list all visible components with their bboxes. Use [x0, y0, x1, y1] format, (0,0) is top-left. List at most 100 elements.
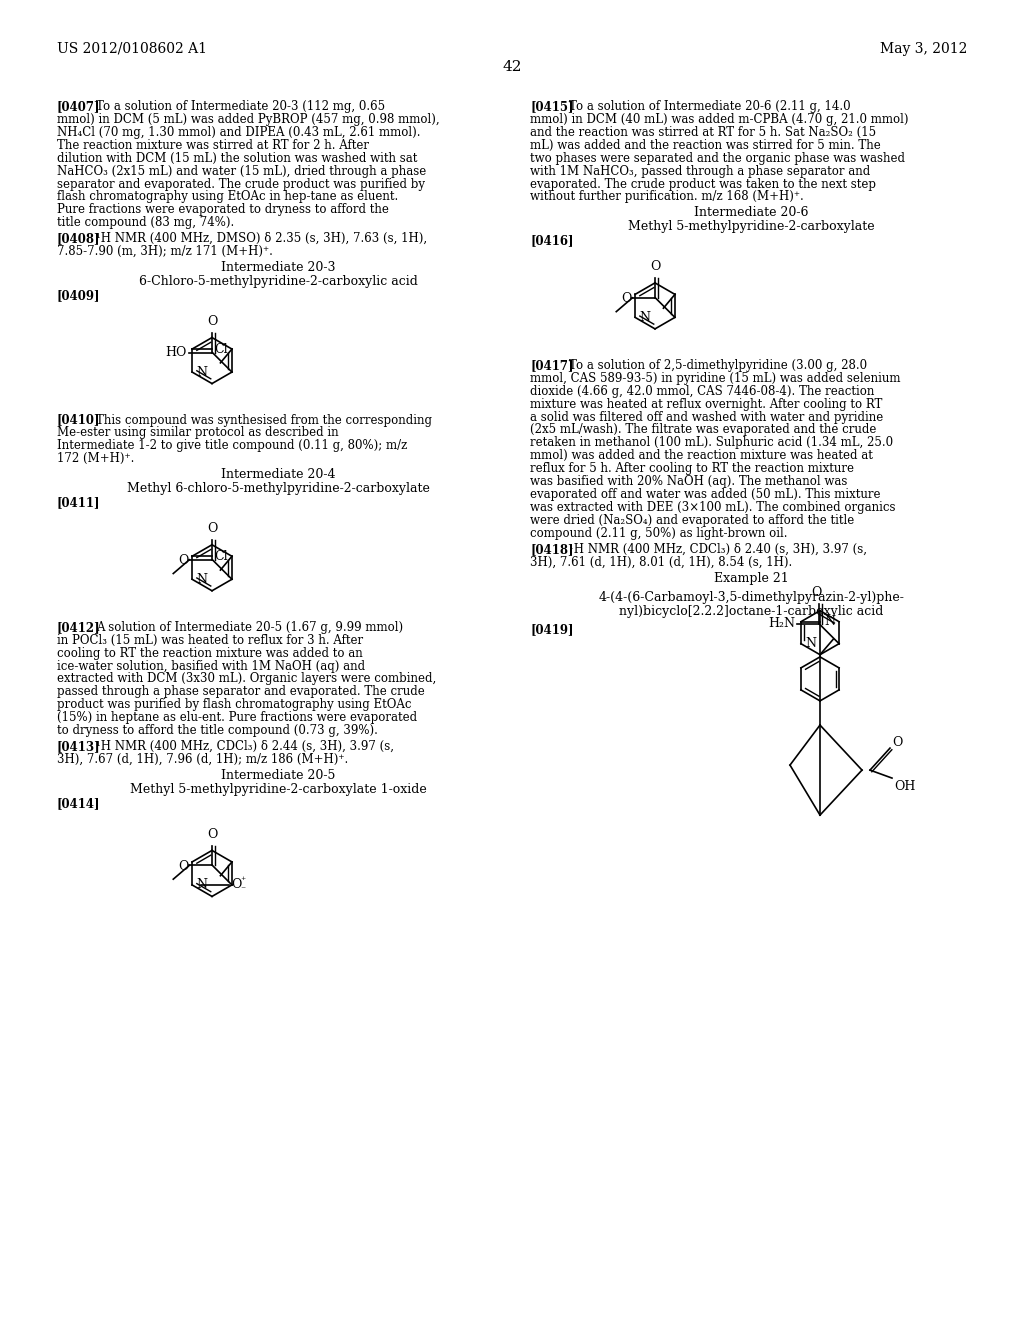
Text: The reaction mixture was stirred at RT for 2 h. After: The reaction mixture was stirred at RT f… [57, 139, 369, 152]
Text: Intermediate 20-4: Intermediate 20-4 [221, 469, 336, 482]
Text: O: O [892, 735, 902, 748]
Text: (15%) in heptane as elu-ent. Pure fractions were evaporated: (15%) in heptane as elu-ent. Pure fracti… [57, 711, 417, 725]
Text: [0408]: [0408] [57, 232, 100, 246]
Text: mmol) in DCM (40 mL) was added m-CPBA (4.70 g, 21.0 mmol): mmol) in DCM (40 mL) was added m-CPBA (4… [530, 114, 908, 125]
Text: [0417]: [0417] [530, 359, 573, 372]
Text: O: O [207, 828, 217, 841]
Text: nyl)bicyclo[2.2.2]octane-1-carboxylic acid: nyl)bicyclo[2.2.2]octane-1-carboxylic ac… [620, 605, 884, 618]
Text: evaporated. The crude product was taken to the next step: evaporated. The crude product was taken … [530, 177, 876, 190]
Text: O: O [650, 260, 660, 273]
Text: was basified with 20% NaOH (aq). The methanol was: was basified with 20% NaOH (aq). The met… [530, 475, 848, 488]
Text: 42: 42 [502, 59, 522, 74]
Text: Intermediate 1-2 to give title compound (0.11 g, 80%); m/z: Intermediate 1-2 to give title compound … [57, 440, 408, 453]
Text: separator and evaporated. The crude product was purified by: separator and evaporated. The crude prod… [57, 177, 425, 190]
Text: without further purification. m/z 168 (M+H)⁺.: without further purification. m/z 168 (M… [530, 190, 804, 203]
Text: [0411]: [0411] [57, 496, 100, 510]
Text: ¹H NMR (400 MHz, CDCl₃) δ 2.44 (s, 3H), 3.97 (s,: ¹H NMR (400 MHz, CDCl₃) δ 2.44 (s, 3H), … [96, 741, 394, 752]
Text: NH₄Cl (70 mg, 1.30 mmol) and DIPEA (0.43 mL, 2.61 mmol).: NH₄Cl (70 mg, 1.30 mmol) and DIPEA (0.43… [57, 125, 421, 139]
Text: title compound (83 mg, 74%).: title compound (83 mg, 74%). [57, 216, 234, 230]
Text: [0414]: [0414] [57, 797, 100, 809]
Text: flash chromatography using EtOAc in hep-tane as eluent.: flash chromatography using EtOAc in hep-… [57, 190, 398, 203]
Text: a solid was filtered off and washed with water and pyridine: a solid was filtered off and washed with… [530, 411, 884, 424]
Text: in POCl₃ (15 mL) was heated to reflux for 3 h. After: in POCl₃ (15 mL) was heated to reflux fo… [57, 634, 364, 647]
Text: O: O [207, 315, 217, 327]
Text: N: N [196, 573, 207, 586]
Text: 172 (M+H)⁺.: 172 (M+H)⁺. [57, 453, 134, 466]
Text: mmol, CAS 589-93-5) in pyridine (15 mL) was added selenium: mmol, CAS 589-93-5) in pyridine (15 mL) … [530, 372, 900, 385]
Text: to dryness to afford the title compound (0.73 g, 39%).: to dryness to afford the title compound … [57, 725, 378, 737]
Text: 7.85-7.90 (m, 3H); m/z 171 (M+H)⁺.: 7.85-7.90 (m, 3H); m/z 171 (M+H)⁺. [57, 246, 272, 259]
Text: 3H), 7.67 (d, 1H), 7.96 (d, 1H); m/z 186 (M+H)⁺.: 3H), 7.67 (d, 1H), 7.96 (d, 1H); m/z 186… [57, 752, 348, 766]
Text: [0419]: [0419] [530, 623, 573, 636]
Text: 3H), 7.61 (d, 1H), 8.01 (d, 1H), 8.54 (s, 1H).: 3H), 7.61 (d, 1H), 8.01 (d, 1H), 8.54 (s… [530, 556, 793, 569]
Text: [0415]: [0415] [530, 100, 573, 114]
Text: NaHCO₃ (2x15 mL) and water (15 mL), dried through a phase: NaHCO₃ (2x15 mL) and water (15 mL), drie… [57, 165, 426, 178]
Text: ¹H NMR (400 MHz, CDCl₃) δ 2.40 (s, 3H), 3.97 (s,: ¹H NMR (400 MHz, CDCl₃) δ 2.40 (s, 3H), … [569, 543, 867, 556]
Text: O: O [207, 523, 217, 535]
Text: mmol) in DCM (5 mL) was added PyBROP (457 mg, 0.98 mmol),: mmol) in DCM (5 mL) was added PyBROP (45… [57, 114, 439, 125]
Text: evaporated off and water was added (50 mL). This mixture: evaporated off and water was added (50 m… [530, 488, 881, 502]
Text: Me-ester using similar protocol as described in: Me-ester using similar protocol as descr… [57, 426, 339, 440]
Text: mL) was added and the reaction was stirred for 5 min. The: mL) was added and the reaction was stirr… [530, 139, 881, 152]
Text: A solution of Intermediate 20-5 (1.67 g, 9.99 mmol): A solution of Intermediate 20-5 (1.67 g,… [96, 620, 403, 634]
Text: extracted with DCM (3x30 mL). Organic layers were combined,: extracted with DCM (3x30 mL). Organic la… [57, 672, 436, 685]
Text: This compound was synthesised from the corresponding: This compound was synthesised from the c… [96, 413, 432, 426]
Text: Methyl 5-methylpyridine-2-carboxylate 1-oxide: Methyl 5-methylpyridine-2-carboxylate 1-… [130, 783, 427, 796]
Text: O: O [178, 554, 188, 568]
Text: [0413]: [0413] [57, 741, 100, 752]
Text: Example 21: Example 21 [714, 572, 788, 585]
Text: O: O [230, 878, 242, 891]
Text: N: N [196, 366, 207, 379]
Text: [0412]: [0412] [57, 620, 100, 634]
Text: Intermediate 20-6: Intermediate 20-6 [694, 206, 809, 219]
Text: May 3, 2012: May 3, 2012 [880, 42, 967, 55]
Text: N: N [196, 878, 207, 891]
Text: Methyl 5-methylpyridine-2-carboxylate: Methyl 5-methylpyridine-2-carboxylate [628, 220, 874, 234]
Text: Intermediate 20-5: Intermediate 20-5 [221, 768, 336, 781]
Text: OH: OH [894, 780, 915, 793]
Text: N: N [639, 312, 650, 323]
Text: O: O [622, 292, 632, 305]
Text: and the reaction was stirred at RT for 5 h. Sat Na₂SO₂ (15: and the reaction was stirred at RT for 5… [530, 125, 877, 139]
Text: product was purified by flash chromatography using EtOAc: product was purified by flash chromatogr… [57, 698, 412, 711]
Text: To a solution of Intermediate 20-6 (2.11 g, 14.0: To a solution of Intermediate 20-6 (2.11… [569, 100, 851, 114]
Text: passed through a phase separator and evaporated. The crude: passed through a phase separator and eva… [57, 685, 425, 698]
Text: N: N [824, 615, 835, 628]
Text: HO: HO [166, 346, 187, 359]
Text: ⁻: ⁻ [240, 886, 245, 895]
Text: Methyl 6-chloro-5-methylpyridine-2-carboxylate: Methyl 6-chloro-5-methylpyridine-2-carbo… [127, 482, 430, 495]
Text: dilution with DCM (15 mL) the solution was washed with sat: dilution with DCM (15 mL) the solution w… [57, 152, 418, 165]
Text: [0416]: [0416] [530, 234, 573, 247]
Text: mmol) was added and the reaction mixture was heated at: mmol) was added and the reaction mixture… [530, 449, 872, 462]
Text: H₂N: H₂N [768, 618, 795, 631]
Text: Cl: Cl [215, 549, 228, 562]
Text: 4-(4-(6-Carbamoyl-3,5-dimethylpyrazin-2-yl)phe-: 4-(4-(6-Carbamoyl-3,5-dimethylpyrazin-2-… [599, 590, 904, 603]
Text: O: O [811, 586, 821, 599]
Text: [0409]: [0409] [57, 289, 100, 302]
Text: ¹H NMR (400 MHz, DMSO) δ 2.35 (s, 3H), 7.63 (s, 1H),: ¹H NMR (400 MHz, DMSO) δ 2.35 (s, 3H), 7… [96, 232, 427, 246]
Text: ⁺: ⁺ [240, 876, 245, 886]
Text: two phases were separated and the organic phase was washed: two phases were separated and the organi… [530, 152, 905, 165]
Text: Intermediate 20-3: Intermediate 20-3 [221, 261, 336, 275]
Text: cooling to RT the reaction mixture was added to an: cooling to RT the reaction mixture was a… [57, 647, 362, 660]
Text: 6-Chloro-5-methylpyridine-2-carboxylic acid: 6-Chloro-5-methylpyridine-2-carboxylic a… [139, 275, 418, 288]
Text: O: O [178, 859, 188, 873]
Text: [0410]: [0410] [57, 413, 100, 426]
Text: Pure fractions were evaporated to dryness to afford the: Pure fractions were evaporated to drynes… [57, 203, 389, 216]
Text: was extracted with DEE (3×100 mL). The combined organics: was extracted with DEE (3×100 mL). The c… [530, 502, 896, 513]
Text: US 2012/0108602 A1: US 2012/0108602 A1 [57, 42, 207, 55]
Text: reflux for 5 h. After cooling to RT the reaction mixture: reflux for 5 h. After cooling to RT the … [530, 462, 854, 475]
Text: retaken in methanol (100 mL). Sulphuric acid (1.34 mL, 25.0: retaken in methanol (100 mL). Sulphuric … [530, 437, 893, 449]
Text: Cl: Cl [215, 343, 228, 355]
Text: [0418]: [0418] [530, 543, 573, 556]
Text: with 1M NaHCO₃, passed through a phase separator and: with 1M NaHCO₃, passed through a phase s… [530, 165, 870, 178]
Text: (2x5 mL/wash). The filtrate was evaporated and the crude: (2x5 mL/wash). The filtrate was evaporat… [530, 424, 877, 437]
Text: were dried (Na₂SO₄) and evaporated to afford the title: were dried (Na₂SO₄) and evaporated to af… [530, 513, 854, 527]
Text: [0407]: [0407] [57, 100, 100, 114]
Text: mixture was heated at reflux overnight. After cooling to RT: mixture was heated at reflux overnight. … [530, 397, 883, 411]
Text: To a solution of 2,5-dimethylpyridine (3.00 g, 28.0: To a solution of 2,5-dimethylpyridine (3… [569, 359, 867, 372]
Text: N: N [805, 638, 816, 651]
Text: compound (2.11 g, 50%) as light-brown oil.: compound (2.11 g, 50%) as light-brown oi… [530, 527, 787, 540]
Text: ice-water solution, basified with 1M NaOH (aq) and: ice-water solution, basified with 1M NaO… [57, 660, 366, 672]
Text: dioxide (4.66 g, 42.0 mmol, CAS 7446-08-4). The reaction: dioxide (4.66 g, 42.0 mmol, CAS 7446-08-… [530, 384, 874, 397]
